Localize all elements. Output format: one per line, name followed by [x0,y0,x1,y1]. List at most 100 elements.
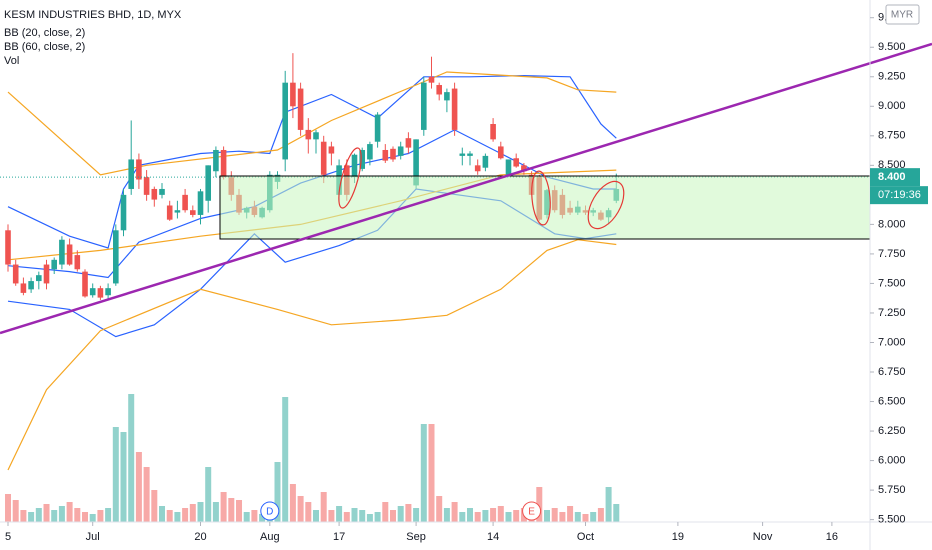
candle-body [405,138,412,148]
volume-bar [574,512,581,522]
y-tick-label: 6.500 [878,395,906,407]
currency: MYR [891,10,913,21]
last-price-box [870,168,920,187]
volume-bar [597,508,604,522]
volume-bar [543,510,550,522]
band-line [7,239,617,471]
volume-bar [128,394,135,522]
volume-bar [12,500,19,522]
volume-bar [497,506,504,522]
volume-bar [474,512,481,522]
volume-bar [420,424,427,522]
candle-body [497,146,504,159]
candle-body [59,239,65,265]
volume-bar [351,508,358,522]
volume-bar [43,504,50,522]
volume-bar [20,510,27,522]
volume-bar [359,510,366,522]
candle-body [282,82,289,160]
candle-body [474,165,481,172]
candle-body [428,76,435,83]
candle-body [213,149,219,172]
volume-bar [312,510,319,522]
volume-bar [320,492,327,522]
candle-body [220,149,227,178]
candle-body [382,149,389,161]
candle-body [505,159,512,175]
candle-body [43,264,50,284]
candle-body [297,88,304,130]
volume-bar [590,512,597,522]
candle-body [397,146,404,156]
volume-bar [289,484,296,522]
x-tick-label: Aug [260,531,280,543]
volume-bar [143,467,150,522]
volume-bar [613,504,620,522]
event-label: E [528,507,535,518]
volume-bar [189,504,196,522]
candle-body [367,144,373,160]
volume-bar [205,467,212,522]
candle-body [320,141,327,175]
candle-body [105,288,111,296]
volume-bar [82,512,89,522]
candle-body [120,194,127,231]
volume-bar [197,502,204,522]
volume-bar [490,508,497,522]
volume-bar [282,397,289,522]
candle-body [374,114,381,142]
volume-bar [51,510,58,522]
volume-bar [305,502,312,522]
y-tick-label: 7.000 [878,336,906,348]
x-tick-label: 20 [194,531,206,543]
candle-body [151,188,158,200]
y-tick-label: 8.750 [878,130,906,142]
y-tick-label: 9.250 [878,71,906,83]
x-tick-label: Sep [406,531,426,543]
x-tick-label: Jul [86,531,100,543]
volume-bar [105,508,112,522]
volume-bar [166,510,173,522]
volume-bar [182,508,189,522]
last-price-label: 8.400 [878,171,906,183]
candle-body [390,148,396,160]
volume-bar [243,512,250,522]
volume-bar [382,502,389,522]
y-tick-label: 5.500 [878,514,906,526]
volume-bar [366,514,373,522]
volume-bar [466,508,473,522]
y-tick-label: 9.000 [878,100,906,112]
candle-body [190,210,196,215]
candle-body [197,191,204,215]
volume-bar [459,512,466,522]
volume-bar [505,512,512,522]
volume-bar [135,452,142,522]
candle-body [136,159,142,180]
highlight [531,170,551,226]
x-tick-label: 16 [826,531,838,543]
candle-body [459,153,466,156]
volume-bar [212,502,219,522]
candle-body [89,288,96,296]
candle-body [174,210,181,213]
candle-body [20,283,27,293]
volume-bar [274,462,281,522]
candle-body [182,194,188,211]
volume-bar [236,500,243,522]
x-tick-label: Nov [753,531,773,543]
volume-bar [397,506,404,522]
candle-body [420,82,427,130]
x-tick-label: 14 [487,531,499,543]
candle-body [97,288,104,298]
volume-bar [428,424,435,522]
candle-body [351,154,358,178]
volume-bar [174,512,181,522]
candle-body [128,159,135,189]
trend-line [0,42,932,335]
candle-body [521,165,527,172]
indicator-label: BB (60, close, 2) [4,41,85,53]
candle-body [5,230,11,265]
volume-bar [228,498,235,522]
volume-bar [74,508,81,522]
